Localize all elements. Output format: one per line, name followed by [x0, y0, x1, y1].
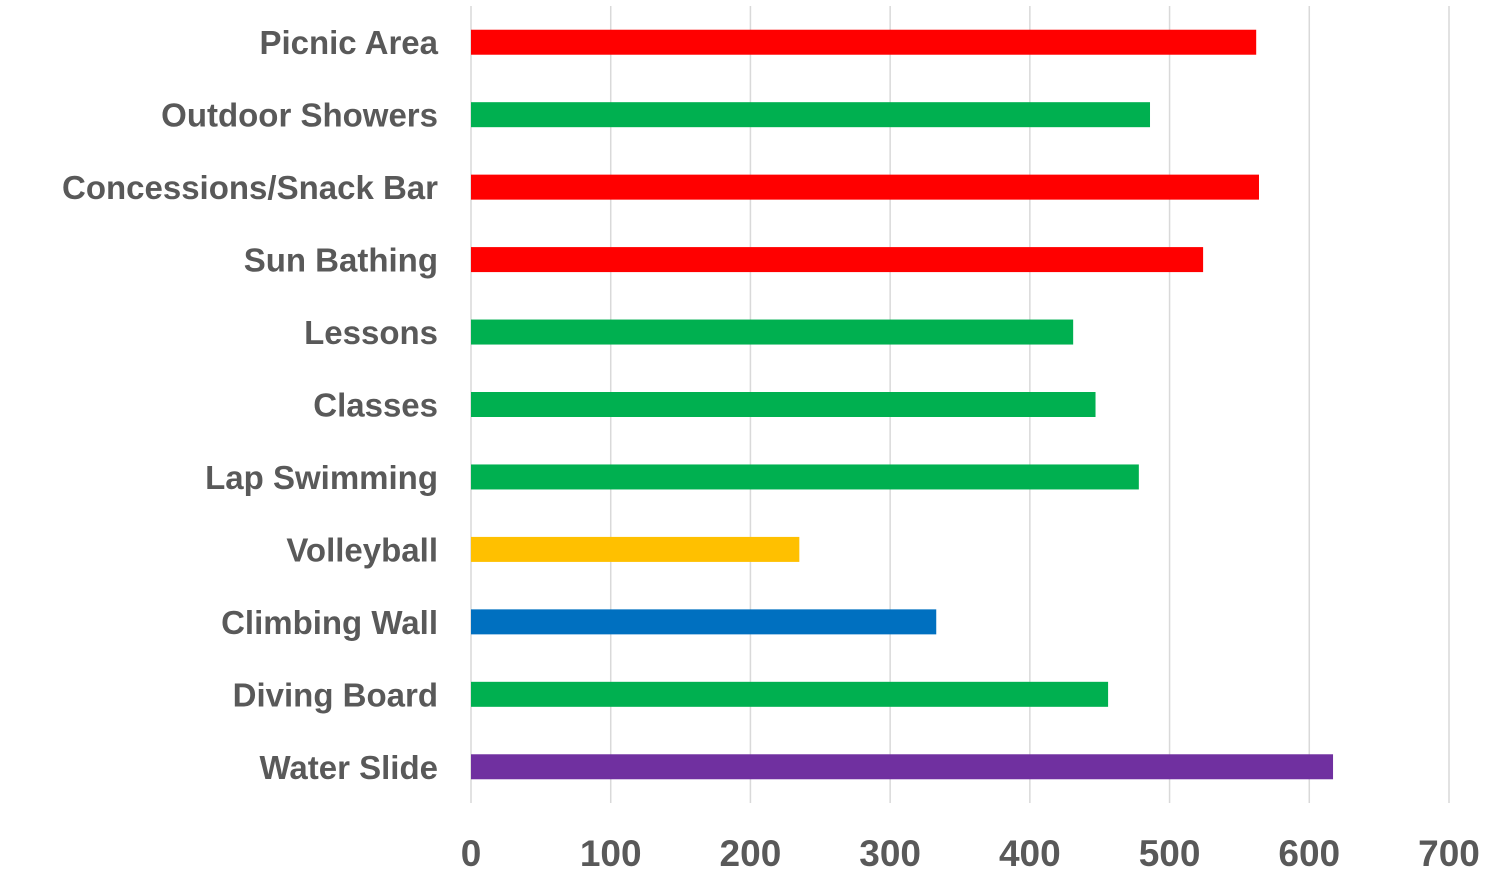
- x-tick-label-400: 400: [999, 833, 1061, 872]
- bar-lessons: [471, 319, 1074, 345]
- x-tick-label-700: 700: [1418, 833, 1480, 872]
- category-labels: Picnic Area Outdoor Showers Concessions/Sn…: [62, 24, 439, 786]
- category-label-classes: Classes: [313, 387, 438, 424]
- x-axis-tick-labels: 0 100 200 300 400 500 600 700: [461, 833, 1480, 872]
- bar-diving-board: [471, 681, 1109, 707]
- bar-climbing-wall: [471, 609, 937, 635]
- x-tick-label-300: 300: [859, 833, 921, 872]
- bar-concessions-snack-bar: [471, 174, 1259, 200]
- x-tick-label-500: 500: [1139, 833, 1201, 872]
- bar-lap-swimming: [471, 464, 1139, 490]
- category-label-picnic-area: Picnic Area: [259, 24, 438, 61]
- x-tick-label-200: 200: [720, 833, 782, 872]
- bar-water-slide: [471, 754, 1334, 780]
- bar-picnic-area: [471, 29, 1257, 55]
- category-label-diving-board: Diving Board: [233, 676, 438, 713]
- category-label-water-slide: Water Slide: [260, 749, 439, 786]
- category-label-lessons: Lessons: [304, 314, 438, 351]
- category-label-volleyball: Volleyball: [286, 531, 438, 568]
- bars: [471, 29, 1334, 780]
- category-label-lap-swimming: Lap Swimming: [205, 459, 438, 496]
- bar-classes: [471, 392, 1096, 417]
- bar-sun-bathing: [471, 247, 1204, 273]
- x-tick-label-100: 100: [580, 833, 642, 872]
- category-label-sun-bathing: Sun Bathing: [244, 242, 438, 279]
- bar-volleyball: [471, 536, 800, 562]
- x-tick-label-600: 600: [1278, 833, 1340, 872]
- bar-outdoor-showers: [471, 102, 1151, 128]
- x-tick-label-0: 0: [461, 833, 482, 872]
- category-label-outdoor-showers: Outdoor Showers: [161, 97, 438, 134]
- category-label-concessions-snack-bar: Concessions/Snack Bar: [62, 169, 438, 206]
- category-label-climbing-wall: Climbing Wall: [221, 604, 438, 641]
